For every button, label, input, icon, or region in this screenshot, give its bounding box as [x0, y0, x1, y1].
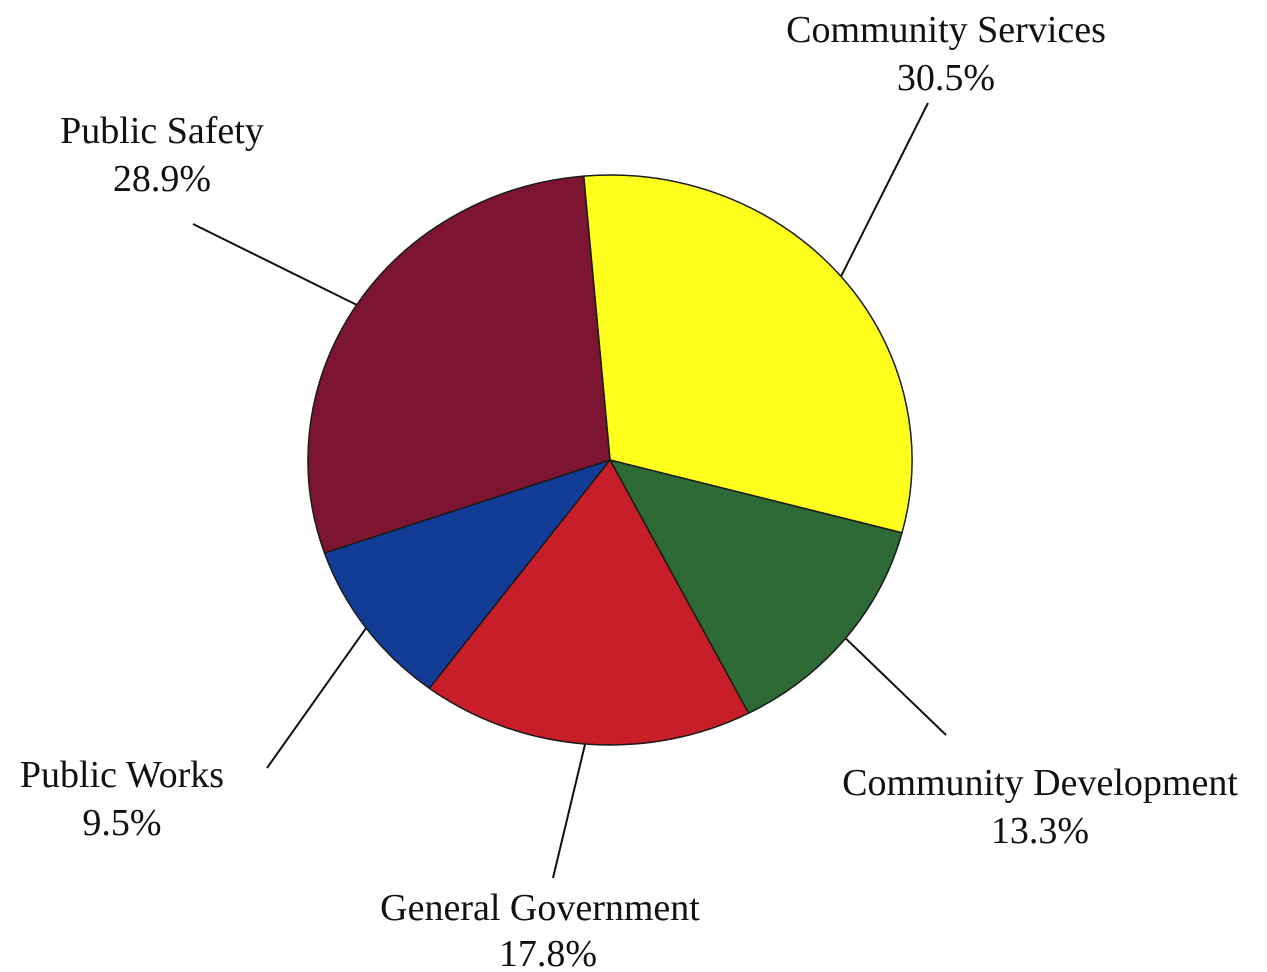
- label-community-services: Community Services 30.5%: [786, 9, 1106, 99]
- leader-lines: [192, 102, 947, 879]
- label-percent: 9.5%: [82, 802, 161, 844]
- label-name: Public Safety: [60, 110, 264, 152]
- label-percent: 13.3%: [991, 810, 1089, 852]
- label-name: General Government: [380, 887, 700, 929]
- pie-slices: [307, 174, 913, 746]
- label-public-works: Public Works 9.5%: [20, 754, 224, 844]
- label-name: Public Works: [20, 754, 224, 796]
- leader-line-community-development: [844, 637, 947, 736]
- leader-line-community-services: [840, 102, 929, 277]
- label-community-development: Community Development 13.3%: [842, 762, 1238, 852]
- label-public-safety: Public Safety 28.9%: [60, 110, 264, 200]
- leader-line-public-safety: [192, 223, 358, 306]
- leader-line-public-works: [266, 627, 367, 769]
- label-percent: 28.9%: [113, 158, 211, 200]
- label-name: Community Development: [842, 762, 1238, 804]
- pie-slice-community-services: [582, 174, 913, 534]
- pie-slice-public-works: [323, 459, 611, 690]
- label-general-government: General Government 17.8%: [380, 887, 700, 972]
- leader-line-general-government: [552, 743, 587, 879]
- pie-slice-general-government: [428, 459, 750, 746]
- label-percent: 17.8%: [499, 933, 597, 972]
- label-percent: 30.5%: [897, 57, 995, 99]
- label-name: Community Services: [786, 9, 1106, 51]
